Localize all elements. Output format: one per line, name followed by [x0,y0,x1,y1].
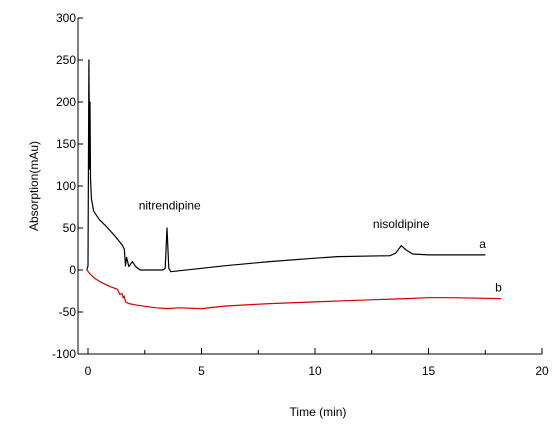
x-tick-label: 0 [85,364,92,378]
series-label-b: b [495,281,502,295]
y-tick-label: -100 [52,347,76,361]
y-tick-label: -50 [59,305,77,319]
annotations: nitrendipine nisoldipine [139,199,430,231]
y-tick-label: 100 [56,179,76,193]
y-tick-label: 250 [56,53,76,67]
y-tick-label: 200 [56,95,76,109]
y-tick-label: 300 [56,11,76,25]
x-tick-label: 15 [422,364,436,378]
axes-group [77,18,542,355]
x-ticks: 0 5 10 15 20 [85,348,549,378]
series-labels: ab [479,237,502,295]
peak-annotation: nisoldipine [373,217,430,231]
x-tick-label: 20 [535,364,549,378]
x-tick-label: 5 [198,364,205,378]
y-tick-label: 50 [63,221,77,235]
y-axis-title: Absorption(mAu) [27,141,41,231]
x-axis-title: Time (min) [290,405,347,419]
series-line-a [86,59,486,273]
peak-annotation: nitrendipine [139,199,201,213]
y-tick-label: 150 [56,137,76,151]
x-tick-label: 10 [308,364,322,378]
y-tick-label: 0 [69,263,76,277]
series-lines [86,59,502,310]
series-line-b [86,269,502,310]
y-ticks: -100 -50 0 50 100 150 200 250 300 [52,11,83,361]
series-label-a: a [479,237,486,251]
